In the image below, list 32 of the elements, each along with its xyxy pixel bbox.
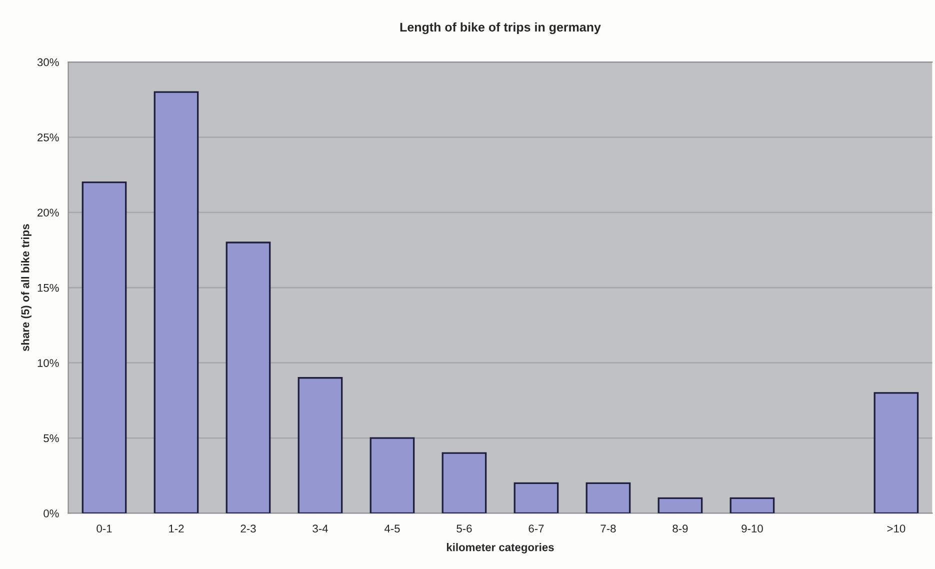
x-tick-label: 9-10 [742, 524, 763, 533]
x-axis-title: kilometer categories [446, 543, 554, 554]
y-tick-label: 30% [37, 58, 59, 66]
x-tick-label: 8-9 [672, 524, 688, 533]
bar [586, 482, 631, 514]
bar [874, 392, 919, 514]
x-tick-label: 2-3 [240, 524, 256, 533]
bar [226, 242, 271, 514]
bar [442, 452, 487, 514]
x-tick-label: 4-5 [384, 524, 400, 533]
x-tick-label: 6-7 [528, 524, 544, 533]
bar [370, 437, 415, 514]
x-tick-label: 5-6 [456, 524, 472, 533]
x-tick-label: 7-8 [600, 524, 616, 533]
x-tick-label: 1-2 [169, 524, 184, 532]
y-tick-label: 20% [38, 208, 59, 217]
x-tick-label: >10 [887, 524, 906, 533]
bar [658, 497, 703, 514]
bar [514, 482, 559, 514]
chart-title: Length of bike of trips in germany [400, 22, 601, 34]
y-tick-label: 10% [38, 359, 59, 367]
x-tick-label: 0-1 [96, 524, 112, 533]
bar [730, 497, 775, 514]
y-tick-label: 15% [38, 284, 59, 292]
bar [154, 91, 199, 514]
bar [298, 377, 343, 514]
y-tick-label: 0% [44, 510, 59, 518]
y-axis-title: share (5) of all bike trips [21, 224, 32, 352]
y-tick-label: 5% [44, 434, 59, 442]
bar [82, 182, 127, 514]
x-tick-label: 3-4 [312, 524, 328, 533]
y-tick-label: 25% [38, 133, 59, 142]
